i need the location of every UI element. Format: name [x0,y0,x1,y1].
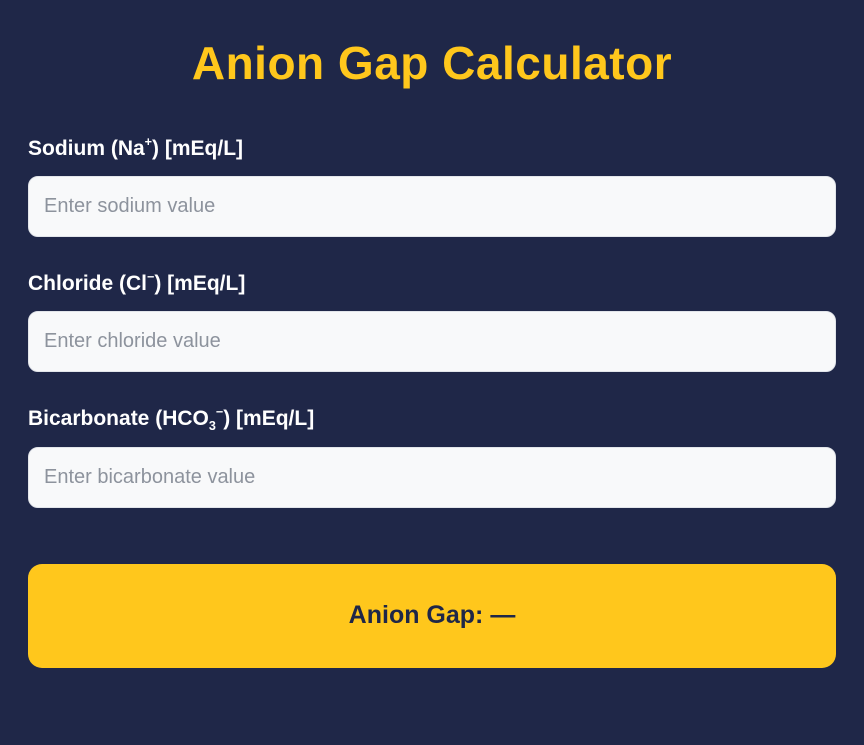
chloride-field-group: Chloride (Cl−) [mEq/L] [28,270,836,373]
bicarbonate-label-subscript: 3 [208,419,216,434]
chloride-label-text: Chloride (Cl [28,272,147,296]
page-title: Anion Gap Calculator [191,37,673,89]
sodium-label-unit: ) [mEq/L] [152,137,244,160]
bicarbonate-label: Bicarbonate (HCO3−) [mEq/L] [28,405,836,434]
chloride-label-superscript: − [147,270,155,285]
bicarbonate-label-text: Bicarbonate (HCO [28,407,209,431]
anion-gap-result-button[interactable]: Anion Gap: — [28,563,836,668]
sodium-label: Sodium (Na+) [mEq/L] [28,135,836,163]
bicarbonate-input[interactable] [28,446,836,508]
sodium-label-text: Sodium (Na [28,137,145,160]
bicarbonate-label-unit: ) [mEq/L] [223,407,315,431]
bicarbonate-label-superscript: − [215,405,224,420]
sodium-label-superscript: + [144,135,153,149]
bicarbonate-field-group: Bicarbonate (HCO3−) [mEq/L] [28,405,836,508]
anion-gap-calculator-page: Anion Gap Calculator Sodium (Na+) [mEq/L… [0,36,864,668]
sodium-field-group: Sodium (Na+) [mEq/L] [28,135,836,238]
chloride-label-unit: ) [mEq/L] [154,272,246,296]
chloride-label: Chloride (Cl−) [mEq/L] [28,270,836,298]
sodium-input[interactable] [28,176,836,238]
chloride-input[interactable] [28,311,836,373]
